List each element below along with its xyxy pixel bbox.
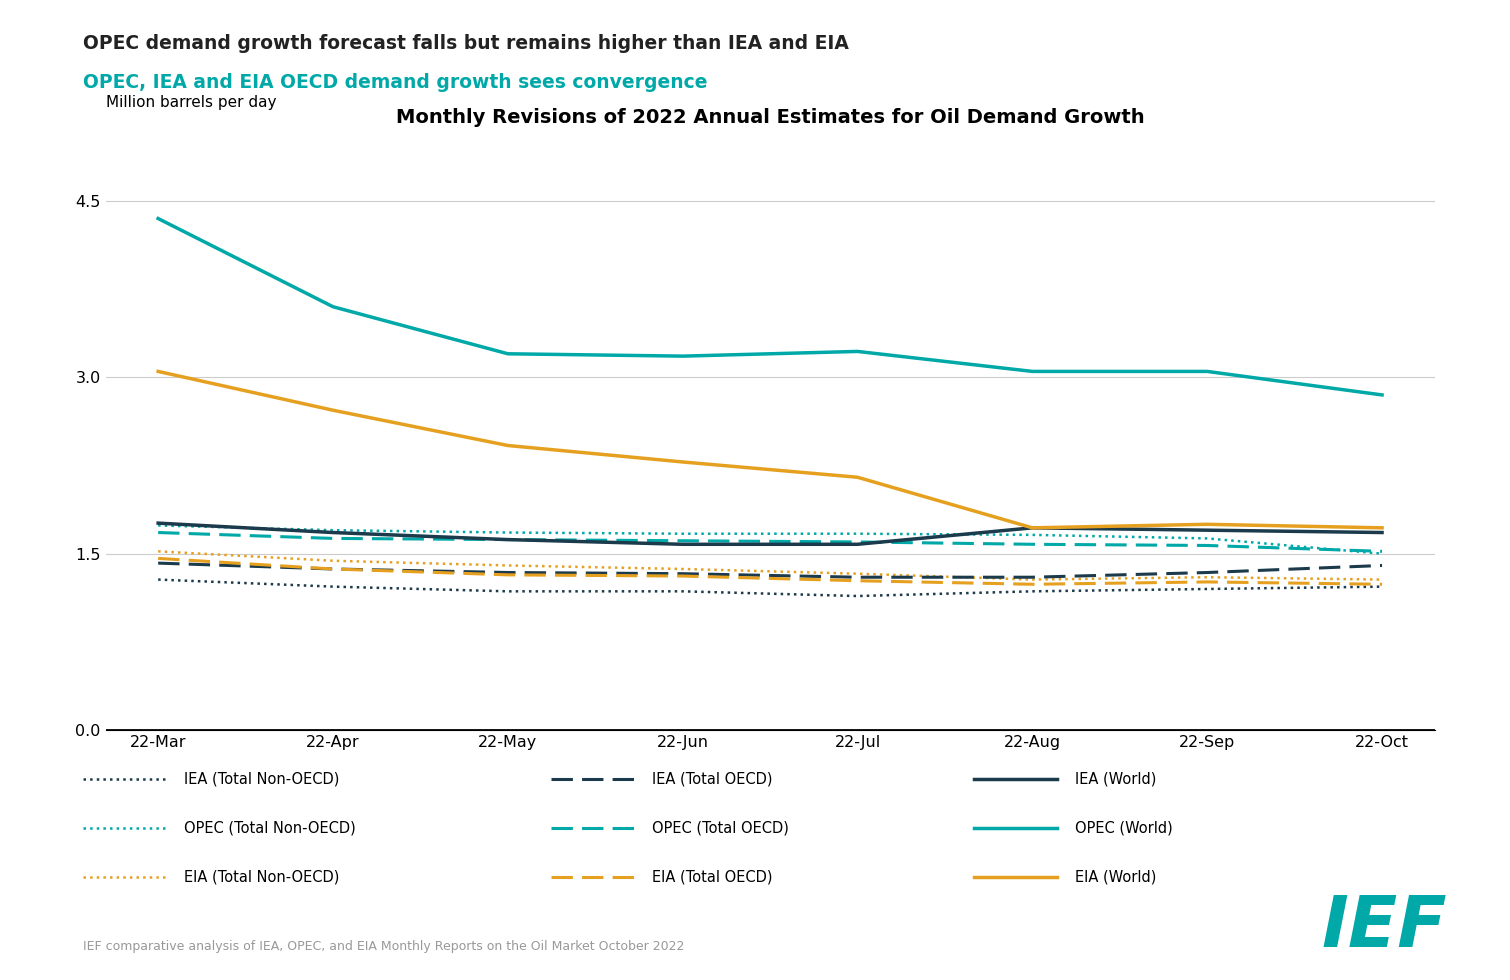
Title: Monthly Revisions of 2022 Annual Estimates for Oil Demand Growth: Monthly Revisions of 2022 Annual Estimat…: [396, 108, 1145, 126]
Text: IEA (Total OECD): IEA (Total OECD): [652, 771, 773, 787]
Text: EIA (World): EIA (World): [1075, 869, 1157, 885]
Text: OPEC (Total Non-OECD): OPEC (Total Non-OECD): [184, 820, 356, 836]
Text: OPEC, IEA and EIA OECD demand growth sees convergence: OPEC, IEA and EIA OECD demand growth see…: [83, 74, 708, 92]
Text: OPEC (Total OECD): OPEC (Total OECD): [652, 820, 790, 836]
Text: EIA (Total Non-OECD): EIA (Total Non-OECD): [184, 869, 340, 885]
Text: IEA (World): IEA (World): [1075, 771, 1157, 787]
Text: OPEC (World): OPEC (World): [1075, 820, 1173, 836]
Text: IEF: IEF: [1321, 894, 1447, 962]
Text: EIA (Total OECD): EIA (Total OECD): [652, 869, 773, 885]
Text: Million barrels per day: Million barrels per day: [106, 95, 276, 110]
Text: IEF comparative analysis of IEA, OPEC, and EIA Monthly Reports on the Oil Market: IEF comparative analysis of IEA, OPEC, a…: [83, 940, 684, 953]
Text: IEA (Total Non-OECD): IEA (Total Non-OECD): [184, 771, 340, 787]
Text: OPEC demand growth forecast falls but remains higher than IEA and EIA: OPEC demand growth forecast falls but re…: [83, 34, 849, 53]
